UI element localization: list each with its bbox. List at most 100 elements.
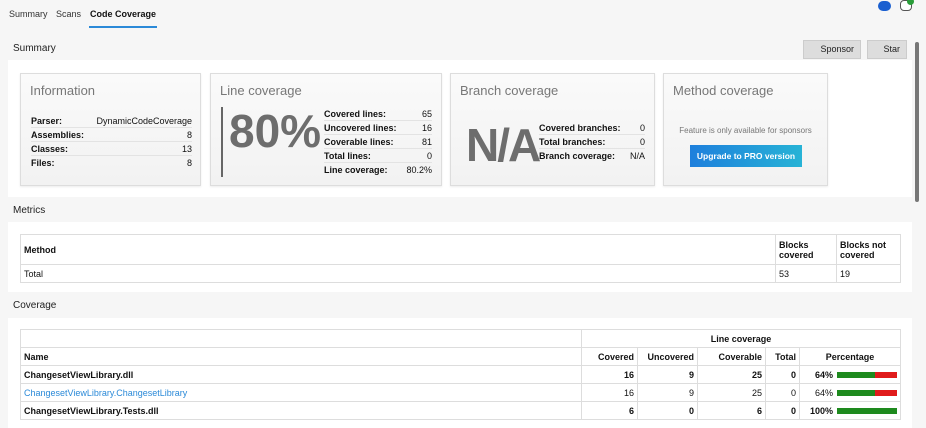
stat-value: 0 (639, 137, 645, 147)
upgrade-button[interactable]: Upgrade to PRO version (690, 145, 802, 167)
table-row: ChangesetViewLibrary.dll 16 9 25 0 64% (20, 365, 901, 384)
coverage-table: Line coverage Name Covered Uncovered Cov… (20, 329, 901, 420)
column-header[interactable]: Covered (581, 347, 638, 366)
stat-value: 8 (186, 130, 192, 140)
card-title: Branch coverage (460, 83, 559, 98)
cell: 9 (637, 383, 698, 402)
column-header[interactable]: Percentage (799, 347, 901, 366)
stat-row: Coverable lines: 81 (324, 135, 432, 149)
column-header: Method (20, 234, 776, 265)
stat-label: Assemblies: (31, 130, 85, 140)
information-card: Information Parser: DynamicCodeCoverage As… (20, 73, 201, 186)
column-header[interactable]: Name (20, 347, 582, 366)
card-title: Information (30, 83, 96, 98)
cell: Total (20, 264, 776, 283)
metrics-title: Metrics (13, 205, 46, 216)
cell: 9 (637, 365, 698, 384)
stat-label: Uncovered lines: (324, 123, 397, 133)
stat-row: Parser: DynamicCodeCoverage (31, 114, 192, 128)
cell: 53 (775, 264, 837, 283)
table-row: ChangesetViewLibrary.Tests.dll 6 0 6 0 1… (20, 401, 901, 420)
stat-value: 13 (181, 144, 192, 154)
uncovered-bar (875, 372, 897, 379)
tab-scans[interactable]: Scans (56, 9, 82, 19)
tab-summary[interactable]: Summary (9, 9, 48, 19)
stat-row: Assemblies: 8 (31, 128, 192, 142)
uncovered-bar (875, 390, 897, 397)
cell: 6 (581, 401, 638, 420)
stat-value: 80.2% (406, 165, 432, 175)
cell: 25 (697, 365, 766, 384)
column-header: Blocks not covered (836, 234, 901, 265)
column-header[interactable]: Uncovered (637, 347, 698, 366)
assembly-name: ChangesetViewLibrary.Tests.dll (24, 405, 159, 416)
stat-value: N/A (629, 151, 645, 161)
stat-value: 0 (426, 151, 432, 161)
coverage-bar (837, 390, 897, 397)
stat-row: Files: 8 (31, 156, 192, 170)
line-coverage-group-header: Line coverage (581, 329, 901, 348)
cell: 19 (836, 264, 901, 283)
cell: 0 (765, 383, 800, 402)
star-button[interactable]: Star (867, 40, 907, 59)
sponsor-button[interactable]: Sponsor (803, 40, 861, 59)
table-row: ChangesetViewLibrary.ChangesetLibrary 16… (20, 383, 901, 402)
percentage: 64% (814, 369, 833, 380)
chat-icon[interactable] (878, 1, 891, 11)
line-coverage-big: 80% (229, 105, 322, 157)
stat-label: Total lines: (324, 151, 371, 161)
stat-label: Total branches: (539, 137, 606, 147)
cell: 0 (637, 401, 698, 420)
coverage-bar (837, 408, 897, 415)
stat-row: Covered lines: 65 (324, 107, 432, 121)
stat-label: Classes: (31, 144, 69, 154)
stat-label: Parser: (31, 116, 63, 126)
stat-value: 16 (421, 123, 432, 133)
coverage-bar (837, 372, 897, 379)
assembly-name: ChangesetViewLibrary.dll (24, 369, 134, 380)
covered-bar (837, 390, 876, 397)
card-title: Line coverage (220, 83, 302, 98)
column-header: Blocks covered (775, 234, 837, 265)
add-comment-icon[interactable] (900, 0, 914, 11)
stat-label: Covered lines: (324, 109, 387, 119)
stat-row: Total lines: 0 (324, 149, 432, 163)
cell: 25 (697, 383, 766, 402)
stat-value: 65 (421, 109, 432, 119)
percentage: 100% (809, 405, 833, 416)
scrollbar[interactable] (915, 42, 919, 202)
branch-coverage-card: Branch coverage N/A Covered branches: 0 To… (450, 73, 655, 186)
summary-title: Summary (13, 43, 56, 54)
tab-code-coverage[interactable]: Code Coverage (88, 9, 158, 28)
class-link[interactable]: ChangesetViewLibrary.ChangesetLibrary (24, 387, 188, 398)
cell: 16 (581, 383, 638, 402)
covered-bar (837, 372, 876, 379)
column-header[interactable]: Coverable (697, 347, 766, 366)
stat-value: 8 (186, 158, 192, 168)
card-title: Method coverage (673, 83, 774, 98)
stat-row: Classes: 13 (31, 142, 192, 156)
stat-row: Branch coverage: N/A (539, 149, 645, 163)
covered-bar (837, 408, 897, 415)
stat-label: Files: (31, 158, 55, 168)
coverage-title: Coverage (13, 300, 57, 311)
stat-row: Covered branches: 0 (539, 121, 645, 135)
method-coverage-card: Method coverage Feature is only availabl… (663, 73, 828, 186)
column-header[interactable]: Total (765, 347, 800, 366)
stat-row: Total branches: 0 (539, 135, 645, 149)
stat-label: Covered branches: (539, 123, 621, 133)
metrics-table: Method Blocks covered Blocks not covered T… (20, 234, 901, 283)
percentage: 64% (814, 387, 833, 398)
sponsor-note: Feature is only available for sponsors (679, 126, 812, 135)
stat-value: 0 (639, 123, 645, 133)
stat-label: Line coverage: (324, 165, 388, 175)
table-row: Total 53 19 (20, 264, 901, 283)
stat-row: Line coverage: 80.2% (324, 163, 432, 177)
cell: 0 (765, 401, 800, 420)
line-coverage-card: Line coverage 80% Covered lines: 65 Uncove… (210, 73, 442, 186)
stat-value: 81 (421, 137, 432, 147)
cell: 0 (765, 365, 800, 384)
stat-label: Coverable lines: (324, 137, 394, 147)
branch-coverage-big: N/A (466, 119, 541, 171)
cell: 6 (697, 401, 766, 420)
